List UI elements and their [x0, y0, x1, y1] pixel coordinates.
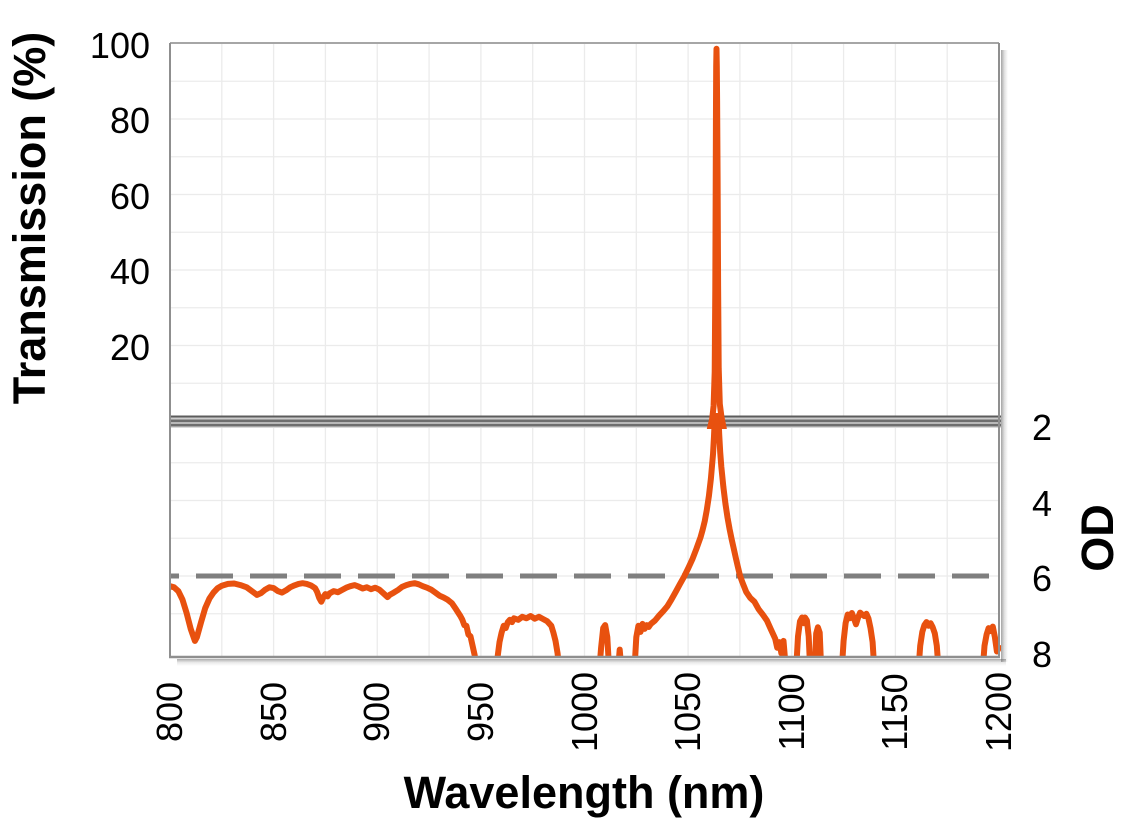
wavelength-tick-950: 950 — [459, 681, 501, 743]
x-axis-title: Wavelength (nm) — [403, 767, 765, 818]
wavelength-tick-900: 900 — [356, 681, 398, 743]
wavelength-tick-1150: 1150 — [874, 673, 916, 751]
y-axis-title-right: OD — [1072, 504, 1123, 572]
od-tick-6: 6 — [1032, 558, 1053, 599]
plot-shadow-right — [1001, 50, 1008, 662]
transmission-tick-80: 80 — [109, 100, 150, 141]
transmission-tick-20: 20 — [109, 326, 150, 368]
transmission-tick-60: 60 — [109, 175, 150, 217]
od-tick-2: 2 — [1032, 407, 1053, 448]
od-tick-4: 4 — [1032, 482, 1053, 524]
wavelength-tick-850: 850 — [252, 681, 294, 743]
wavelength-tick-1200: 1200 — [978, 671, 1019, 753]
transmission-tick-40: 40 — [109, 251, 150, 292]
wavelength-tick-800: 800 — [149, 681, 190, 743]
od-tick-8: 8 — [1032, 633, 1053, 675]
plot-shadow-bottom — [177, 659, 1006, 666]
wavelength-tick-1050: 1050 — [667, 671, 709, 753]
wavelength-tick-1100: 1100 — [770, 673, 812, 751]
transmission-tick-100: 100 — [89, 24, 150, 66]
wavelength-tick-1000: 1000 — [563, 671, 605, 753]
